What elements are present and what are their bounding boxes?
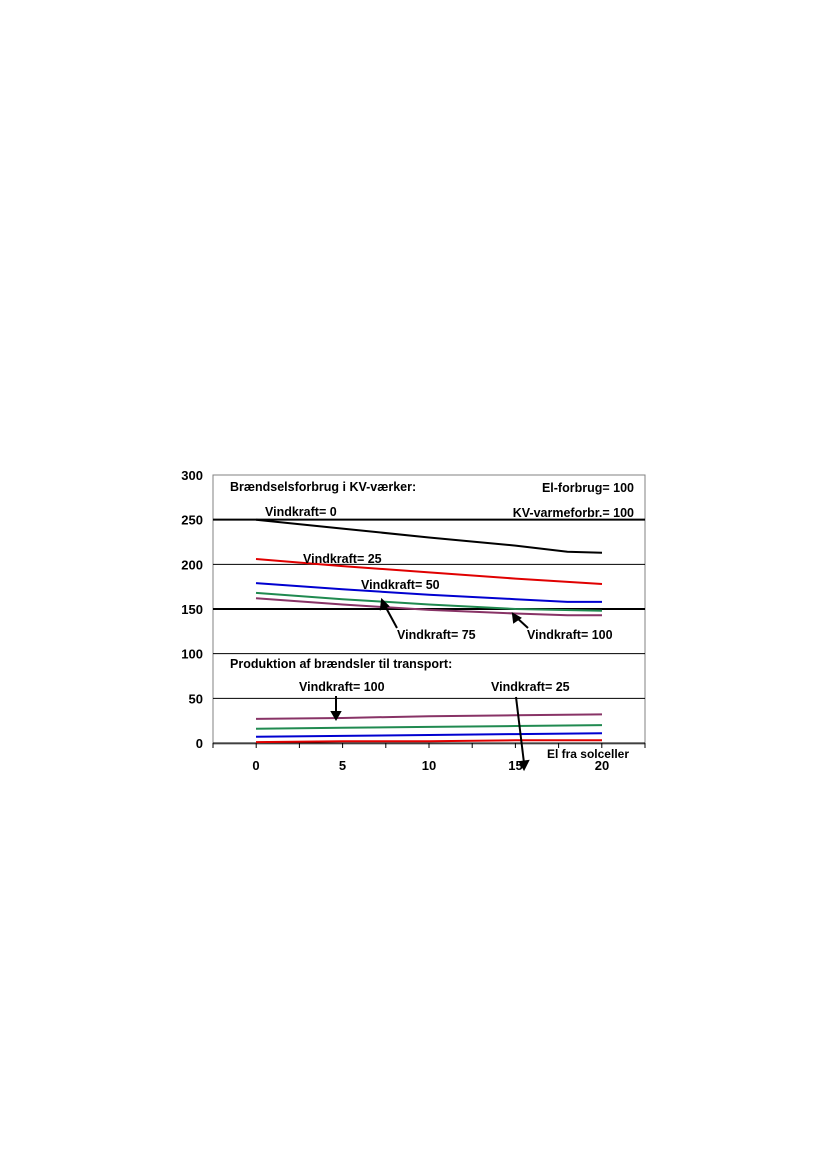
x-tick-label: 10: [422, 758, 436, 773]
series-line-transport-7: [255, 732, 603, 738]
y-tick-label: 300: [181, 468, 203, 483]
arrow-t100-head: [330, 711, 342, 722]
label-vindkraft-75: Vindkraft= 75: [397, 628, 476, 642]
series-line-transport-8: [255, 739, 602, 744]
label-transport-vindkraft-100: Vindkraft= 100: [299, 680, 385, 694]
x-tick-label: 5: [339, 758, 346, 773]
arrow-v100-head: [511, 612, 522, 624]
y-tick-label: 0: [196, 736, 203, 751]
param-kv-varmeforbrug: KV-varmeforbr.= 100: [513, 506, 634, 520]
x-tick-label: 20: [595, 758, 609, 773]
series-line-transport-6: [255, 724, 603, 730]
x-axis-label: El fra solceller: [547, 747, 629, 761]
series-line-kv-3: [255, 591, 603, 612]
series-line-kv-0: [255, 518, 603, 554]
label-transport-vindkraft-25: Vindkraft= 25: [491, 680, 570, 694]
annotation-arrows: [330, 597, 530, 772]
arrow-t25: [515, 696, 525, 764]
series-layer: [255, 518, 603, 744]
y-tick-label: 250: [181, 513, 203, 528]
y-tick-label: 200: [181, 557, 203, 572]
arrow-t25-head: [518, 759, 530, 772]
series-line-kv-2: [255, 582, 602, 603]
x-tick-label: 0: [252, 758, 259, 773]
series-line-kv-1: [255, 558, 603, 585]
x-tick-label: 15: [508, 758, 522, 773]
section-label-upper: Brændselsforbrug i KV-værker:: [230, 480, 416, 494]
arrow-v75: [383, 603, 398, 629]
label-vindkraft-25: Vindkraft= 25: [303, 552, 382, 566]
y-tick-label: 150: [181, 602, 203, 617]
arrow-v75-head: [379, 597, 390, 611]
y-axis: 0 50 100 150 200 250 300: [181, 468, 203, 751]
series-line-transport-5: [255, 713, 603, 720]
series-line-kv-4: [255, 597, 602, 617]
y-tick-label: 100: [181, 647, 203, 662]
label-vindkraft-50: Vindkraft= 50: [361, 578, 440, 592]
param-el-forbrug: El-forbrug= 100: [542, 481, 634, 495]
section-label-lower: Produktion af brændsler til transport:: [230, 657, 452, 671]
label-vindkraft-100: Vindkraft= 100: [527, 628, 613, 642]
y-tick-label: 50: [189, 691, 203, 706]
label-vindkraft-0: Vindkraft= 0: [265, 505, 337, 519]
